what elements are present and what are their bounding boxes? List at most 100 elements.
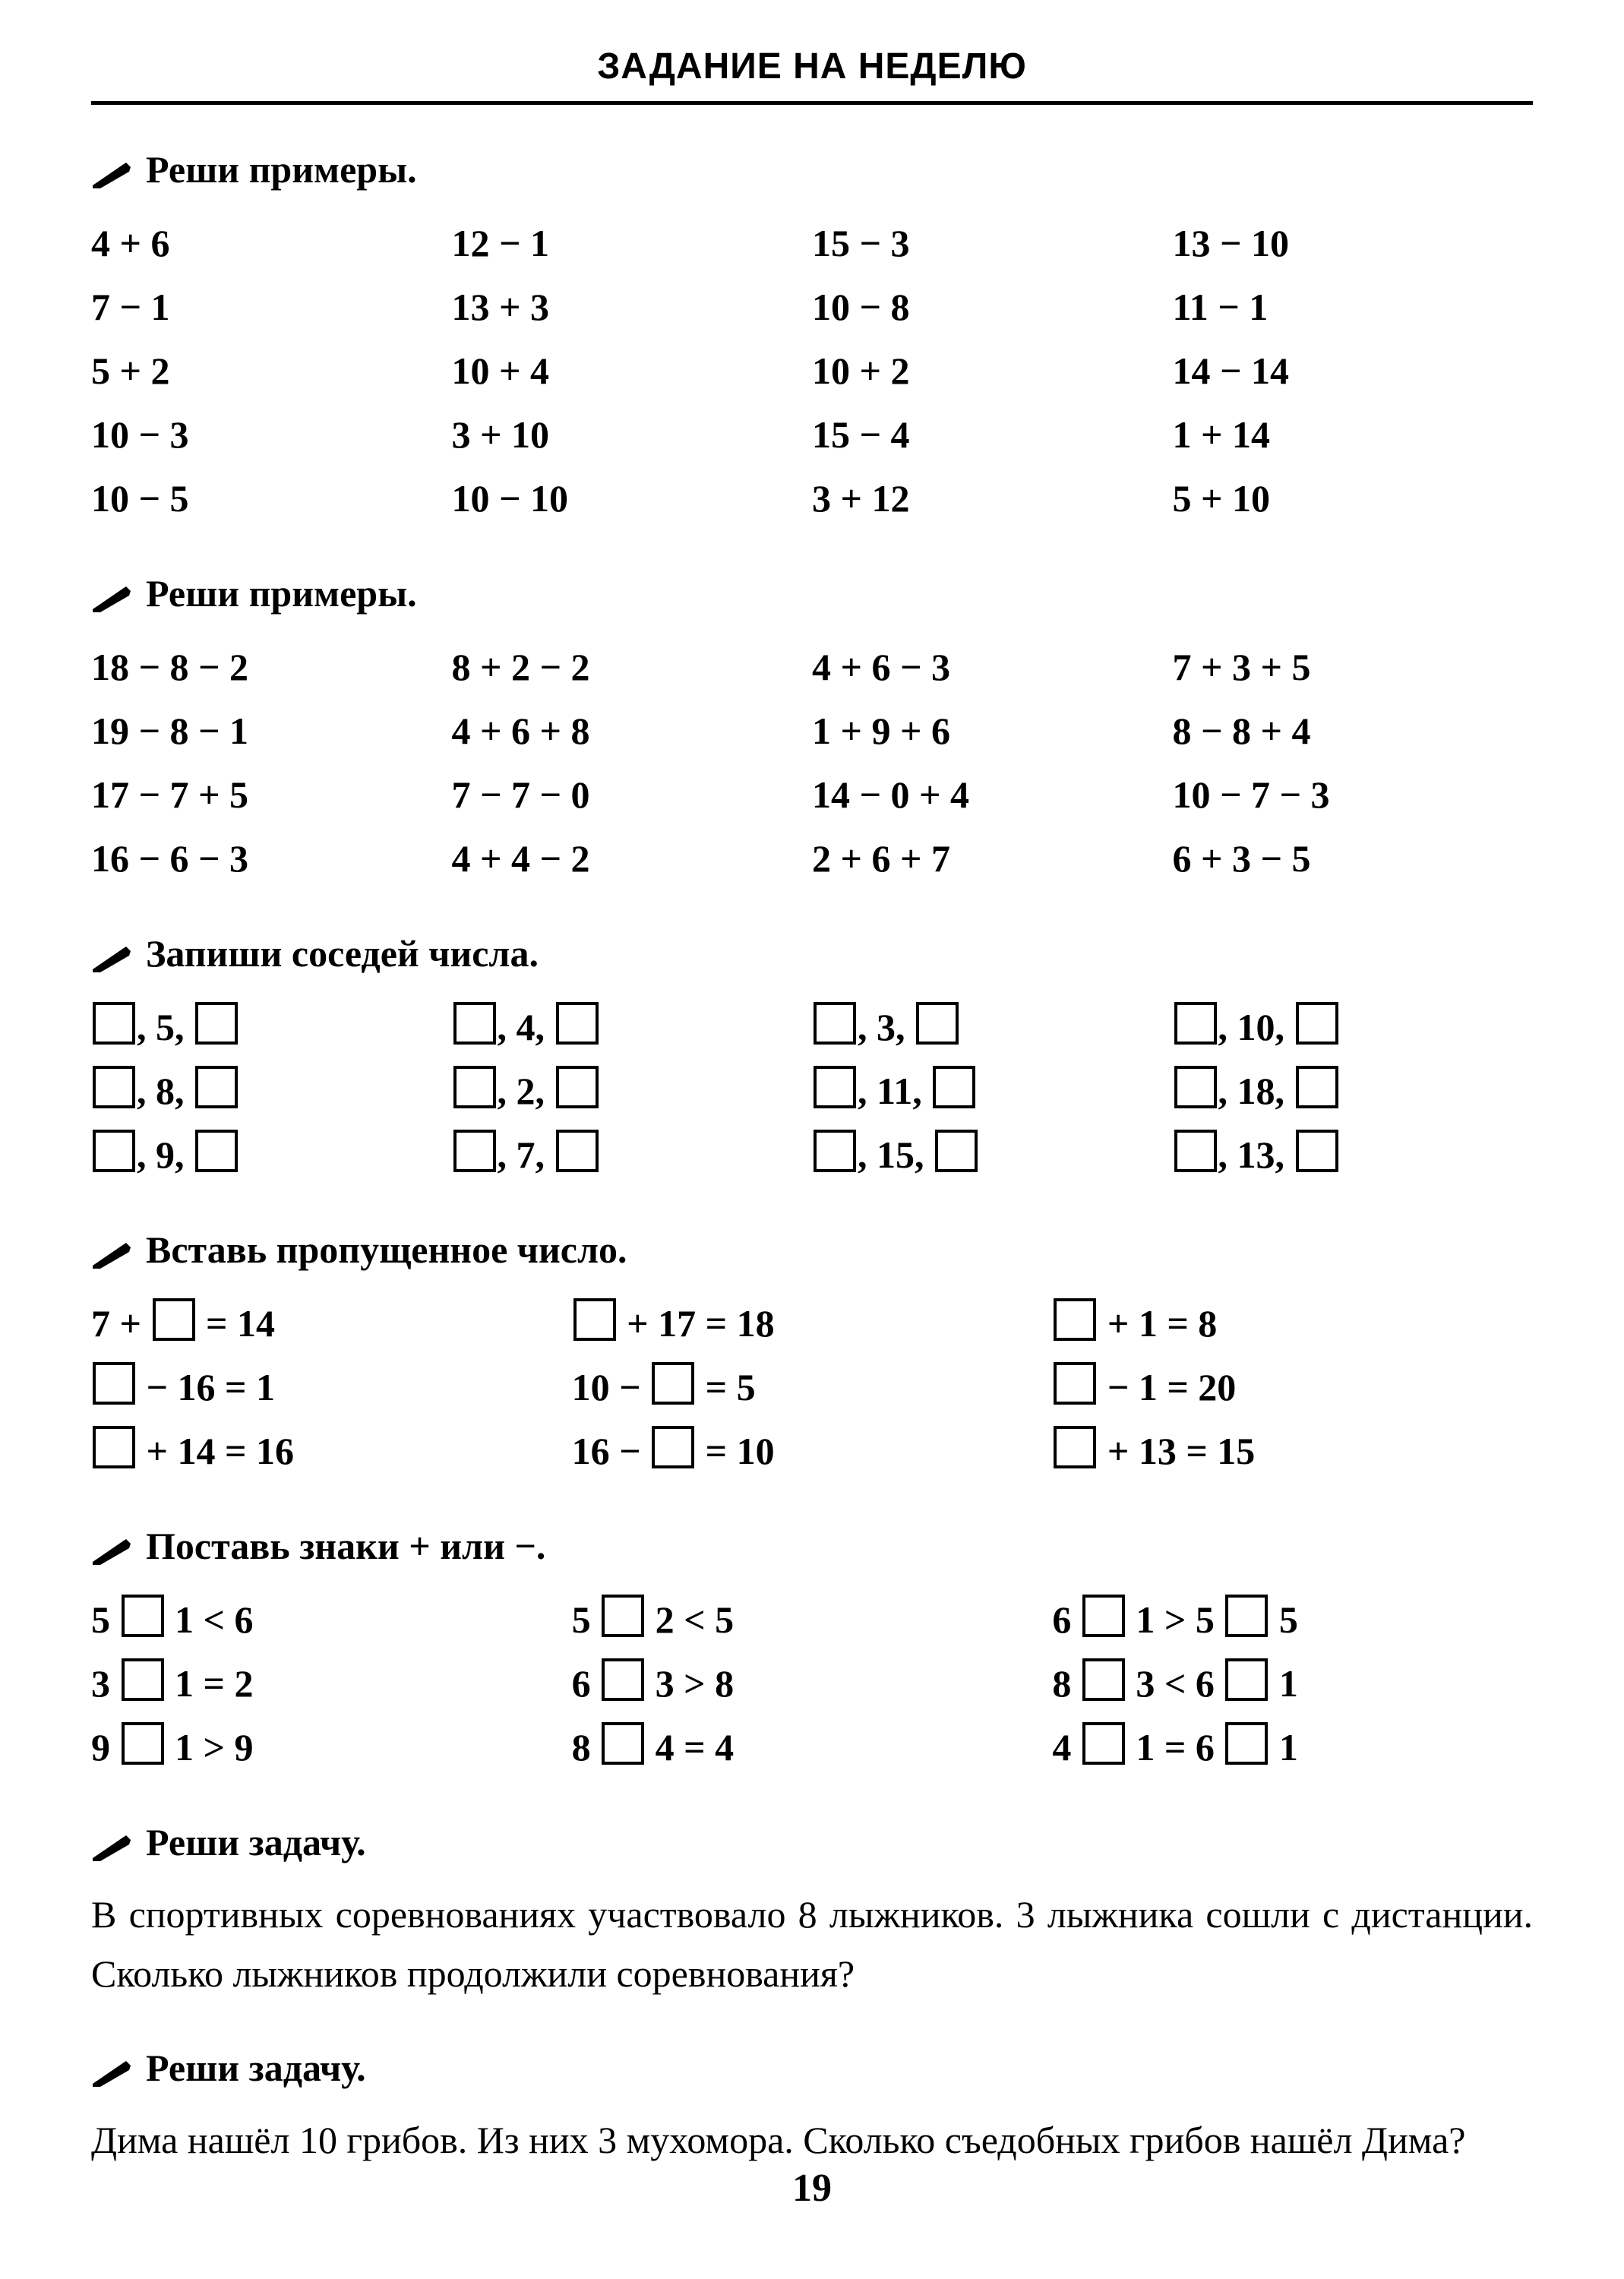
blank-box[interactable]	[1225, 1658, 1268, 1701]
expr-text: 9	[91, 1726, 120, 1769]
blank-box[interactable]	[1174, 1066, 1217, 1108]
blank-box[interactable]	[1082, 1722, 1125, 1765]
neighbor-item: , 5,	[91, 997, 452, 1057]
expr-text: + 14 = 16	[137, 1430, 294, 1472]
blank-box[interactable]	[556, 1002, 599, 1045]
neighbor-item: , 10,	[1173, 997, 1534, 1057]
neighbor-item: , 4,	[452, 997, 813, 1057]
neighbors-grid: , 5, , 4, , 3, , 10, , 8, , 2, , 11, , 1…	[91, 997, 1533, 1185]
blank-box[interactable]	[453, 1002, 496, 1045]
pencil-icon	[91, 579, 132, 608]
pencil-icon	[91, 1531, 132, 1560]
blank-box[interactable]	[1054, 1298, 1096, 1341]
sign-item: 9 1 > 9	[91, 1717, 572, 1778]
expr-text: 1	[1269, 1726, 1298, 1769]
neighbor-number: , 8,	[137, 1070, 194, 1112]
section-title: Вставь пропущенное число.	[91, 1228, 1533, 1272]
blank-box[interactable]	[1296, 1130, 1338, 1172]
math-expression: 6 + 3 − 5	[1173, 828, 1534, 889]
missing-number-item: + 1 = 8	[1052, 1293, 1533, 1354]
expr-text: 16 −	[572, 1430, 651, 1472]
blank-box[interactable]	[195, 1130, 238, 1172]
blank-box[interactable]	[602, 1722, 644, 1765]
expr-text: + 1 = 8	[1098, 1302, 1217, 1345]
blank-box[interactable]	[814, 1130, 856, 1172]
math-expression: 4 + 6 − 3	[812, 637, 1173, 697]
missing-number-item: + 13 = 15	[1052, 1421, 1533, 1481]
neighbor-number: , 18,	[1218, 1070, 1294, 1112]
blank-box[interactable]	[1225, 1722, 1268, 1765]
blank-box[interactable]	[814, 1066, 856, 1108]
math-expression: 15 − 4	[812, 404, 1173, 465]
sign-item: 8 4 = 4	[572, 1717, 1053, 1778]
page-header: ЗАДАНИЕ НА НЕДЕЛЮ	[91, 46, 1533, 105]
blank-box[interactable]	[453, 1066, 496, 1108]
blank-box[interactable]	[602, 1595, 644, 1637]
blank-box[interactable]	[556, 1066, 599, 1108]
pencil-icon	[91, 2053, 132, 2082]
blank-box[interactable]	[1296, 1002, 1338, 1045]
blank-box[interactable]	[1082, 1658, 1125, 1701]
blank-box[interactable]	[153, 1298, 195, 1341]
blank-box[interactable]	[93, 1130, 135, 1172]
math-expression: 3 + 12	[812, 468, 1173, 529]
blank-box[interactable]	[195, 1002, 238, 1045]
math-expression: 5 + 2	[91, 340, 452, 401]
pencil-icon	[91, 939, 132, 968]
math-expression: 12 − 1	[452, 213, 813, 273]
blank-box[interactable]	[556, 1130, 599, 1172]
blank-box[interactable]	[935, 1130, 978, 1172]
section-neighbors: Запиши соседей числа. , 5, , 4, , 3, , 1…	[91, 931, 1533, 1185]
math-expression: 10 − 8	[812, 277, 1173, 337]
section-title: Реши примеры.	[91, 571, 1533, 615]
blank-box[interactable]	[1082, 1595, 1125, 1637]
blank-box[interactable]	[195, 1066, 238, 1108]
blank-box[interactable]	[93, 1362, 135, 1405]
blank-box[interactable]	[453, 1130, 496, 1172]
blank-box[interactable]	[573, 1298, 616, 1341]
expr-text: + 17 = 18	[618, 1302, 775, 1345]
missing-number-item: − 16 = 1	[91, 1357, 572, 1418]
blank-box[interactable]	[93, 1002, 135, 1045]
math-expression: 13 + 3	[452, 277, 813, 337]
blank-box[interactable]	[652, 1362, 694, 1405]
section-title-text: Поставь знаки + или −.	[146, 1524, 545, 1568]
missing-number-item: + 14 = 16	[91, 1421, 572, 1481]
section-title: Реши примеры.	[91, 147, 1533, 191]
math-expression: 15 − 3	[812, 213, 1173, 273]
blank-box[interactable]	[93, 1066, 135, 1108]
expr-text: 1 = 2	[166, 1662, 254, 1705]
blank-box[interactable]	[814, 1002, 856, 1045]
blank-box[interactable]	[93, 1426, 135, 1468]
blank-box[interactable]	[1174, 1130, 1217, 1172]
blank-box[interactable]	[1174, 1002, 1217, 1045]
blank-box[interactable]	[1054, 1426, 1096, 1468]
sign-item: 5 1 < 6	[91, 1589, 572, 1650]
neighbor-number: , 3,	[858, 1006, 915, 1048]
expr-text: 7 +	[91, 1302, 151, 1345]
section-word-problem-1: Реши задачу. В спортивных соревнованиях …	[91, 1820, 1533, 2003]
examples-grid-2: 18 − 8 − 28 + 2 − 24 + 6 − 37 + 3 + 519 …	[91, 637, 1533, 889]
expr-text: + 13 = 15	[1098, 1430, 1255, 1472]
math-expression: 19 − 8 − 1	[91, 700, 452, 761]
blank-box[interactable]	[1054, 1362, 1096, 1405]
blank-box[interactable]	[122, 1722, 164, 1765]
blank-box[interactable]	[122, 1658, 164, 1701]
neighbor-number: , 5,	[137, 1006, 194, 1048]
neighbor-item: , 3,	[812, 997, 1173, 1057]
expr-text: 8	[1052, 1662, 1081, 1705]
expr-text: = 10	[696, 1430, 775, 1472]
blank-box[interactable]	[1225, 1595, 1268, 1637]
pencil-icon	[91, 1235, 132, 1264]
missing-number-item: − 1 = 20	[1052, 1357, 1533, 1418]
blank-box[interactable]	[602, 1658, 644, 1701]
blank-box[interactable]	[933, 1066, 975, 1108]
blank-box[interactable]	[652, 1426, 694, 1468]
blank-box[interactable]	[1296, 1066, 1338, 1108]
section-word-problem-2: Реши задачу. Дима нашёл 10 грибов. Из ни…	[91, 2046, 1533, 2170]
blank-box[interactable]	[916, 1002, 959, 1045]
expr-text: = 14	[197, 1302, 276, 1345]
blank-box[interactable]	[122, 1595, 164, 1637]
examples-grid-1: 4 + 612 − 115 − 313 − 107 − 113 + 310 − …	[91, 213, 1533, 529]
section-title-text: Вставь пропущенное число.	[146, 1228, 627, 1272]
